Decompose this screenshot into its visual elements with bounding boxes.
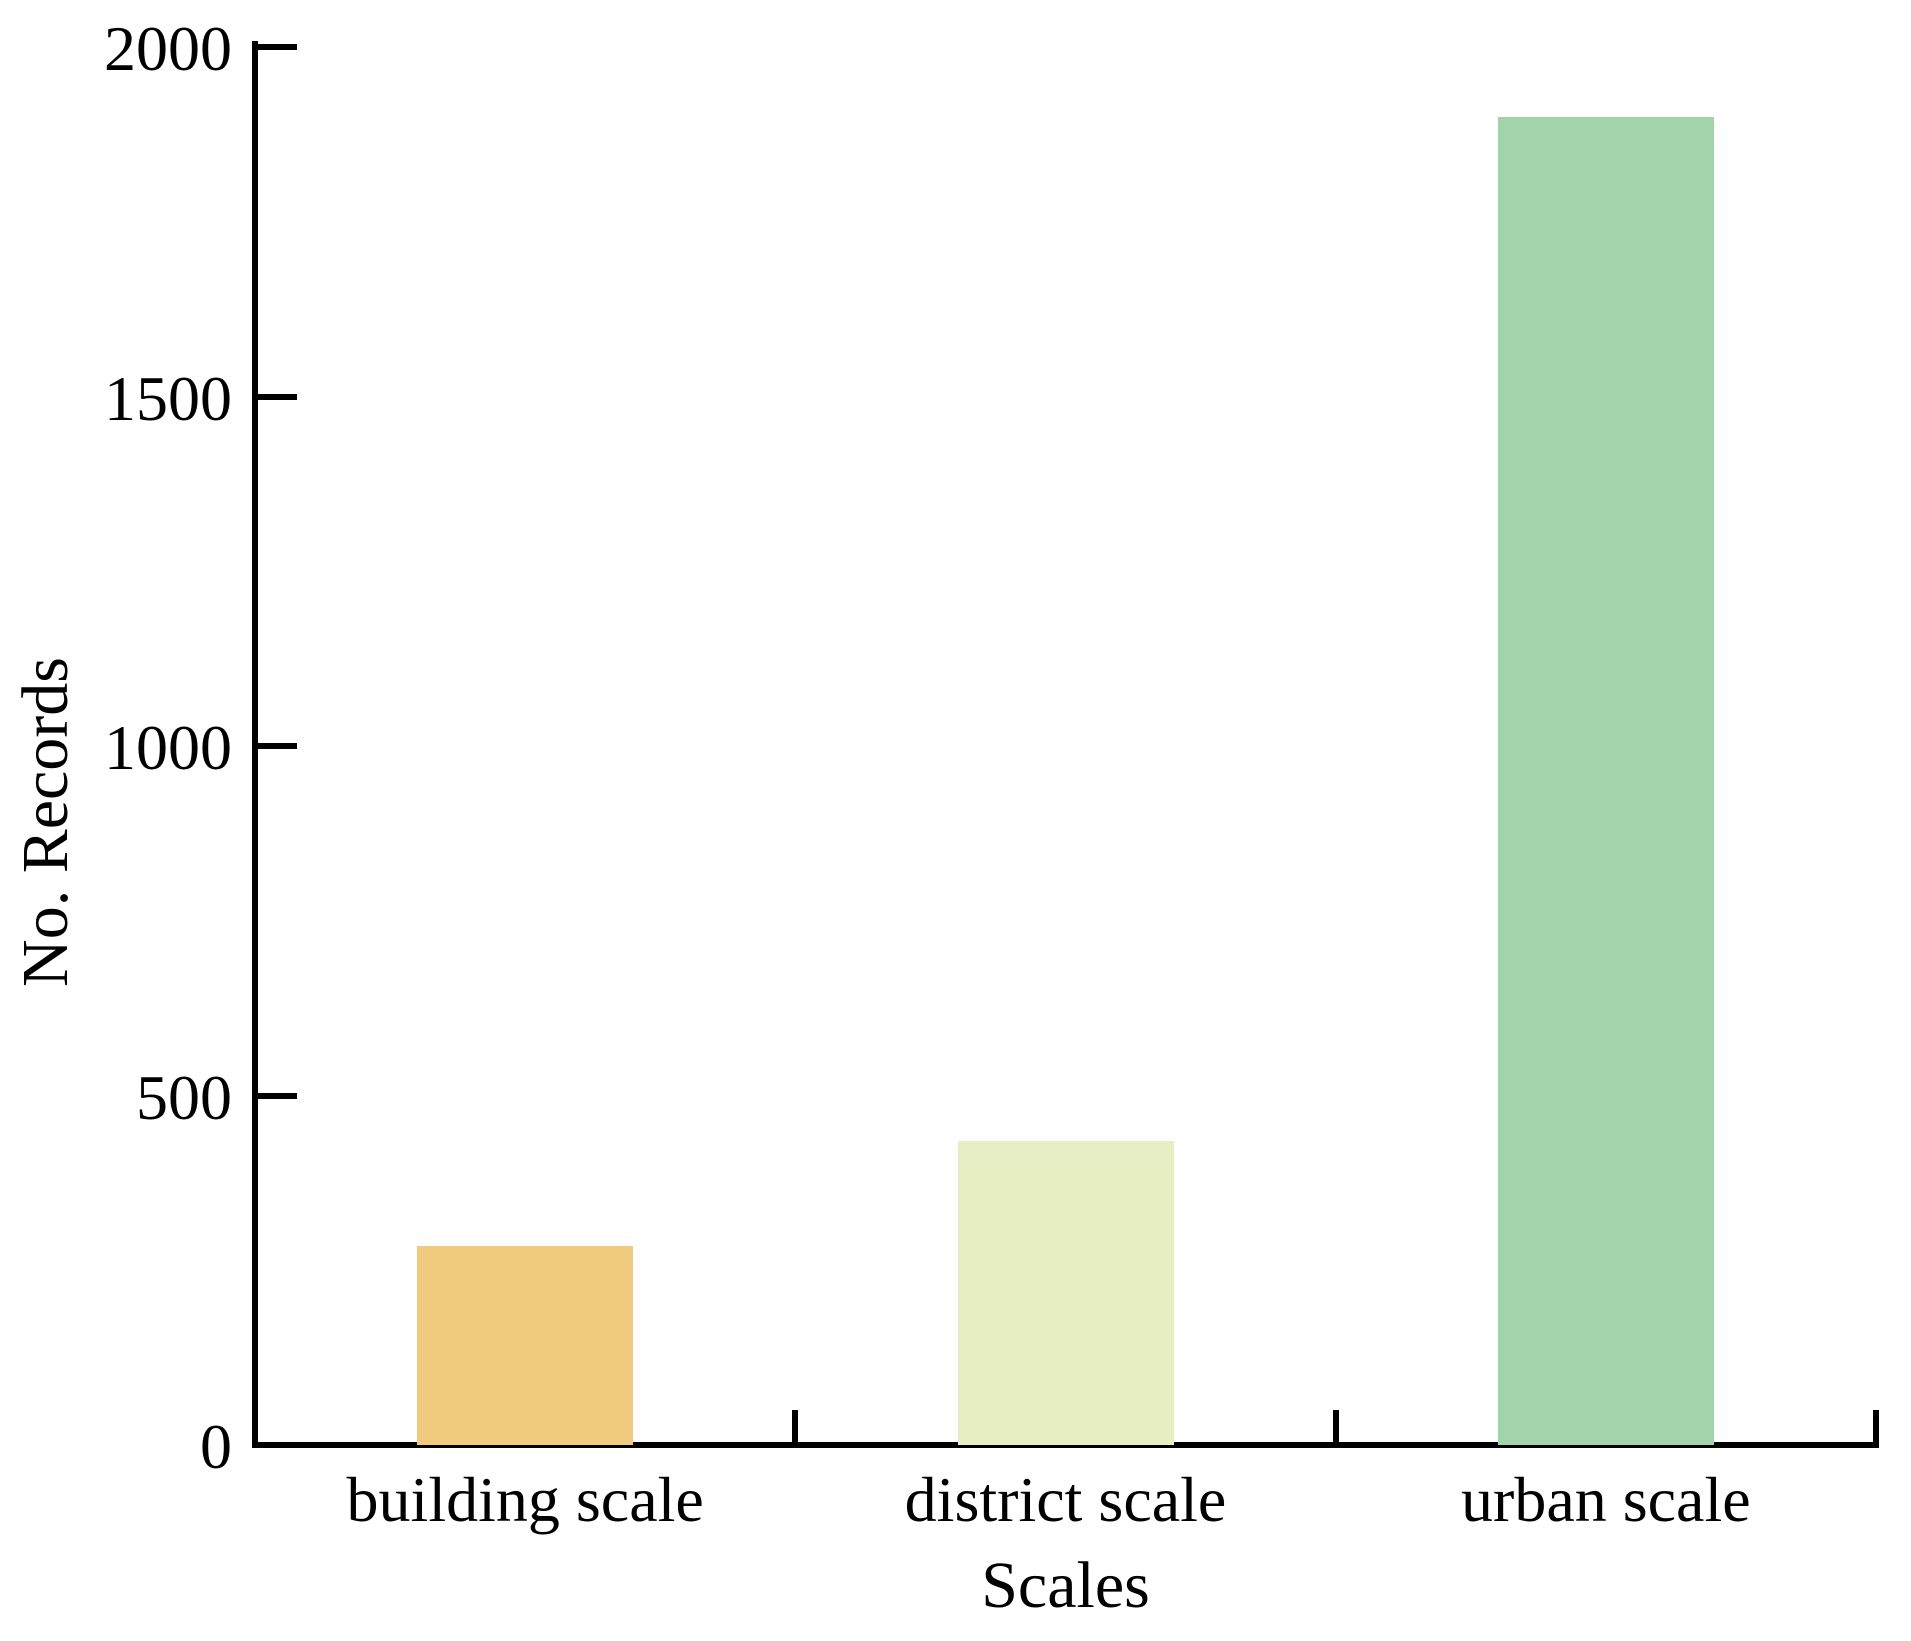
x-tick-label: urban scale: [1461, 1464, 1751, 1535]
y-tick-label: 2000: [104, 13, 232, 84]
y-tick-mark: [255, 1442, 297, 1448]
x-tick-mark: [1873, 1410, 1879, 1445]
x-tick-label: district scale: [904, 1464, 1227, 1535]
x-tick-mark: [792, 1410, 799, 1445]
x-axis-spine: [252, 1442, 1879, 1448]
y-tick-mark: [255, 393, 297, 400]
bar-urban-scale: [1497, 116, 1714, 1445]
y-tick-label: 1000: [104, 712, 232, 783]
y-tick-label: 1500: [104, 362, 232, 434]
x-tick-mark: [1332, 1410, 1339, 1445]
y-tick-label: 0: [200, 1411, 232, 1482]
bar-building-scale: [417, 1245, 634, 1445]
y-tick-mark: [255, 743, 297, 749]
x-tick-label: building scale: [346, 1464, 704, 1535]
y-tick-mark: [255, 1092, 297, 1099]
x-axis-title: Scales: [981, 1549, 1150, 1622]
y-tick-label: 500: [136, 1061, 232, 1133]
bar-district-scale: [957, 1140, 1174, 1445]
y-tick-mark: [255, 44, 297, 50]
y-axis-title: No. Records: [9, 657, 82, 987]
